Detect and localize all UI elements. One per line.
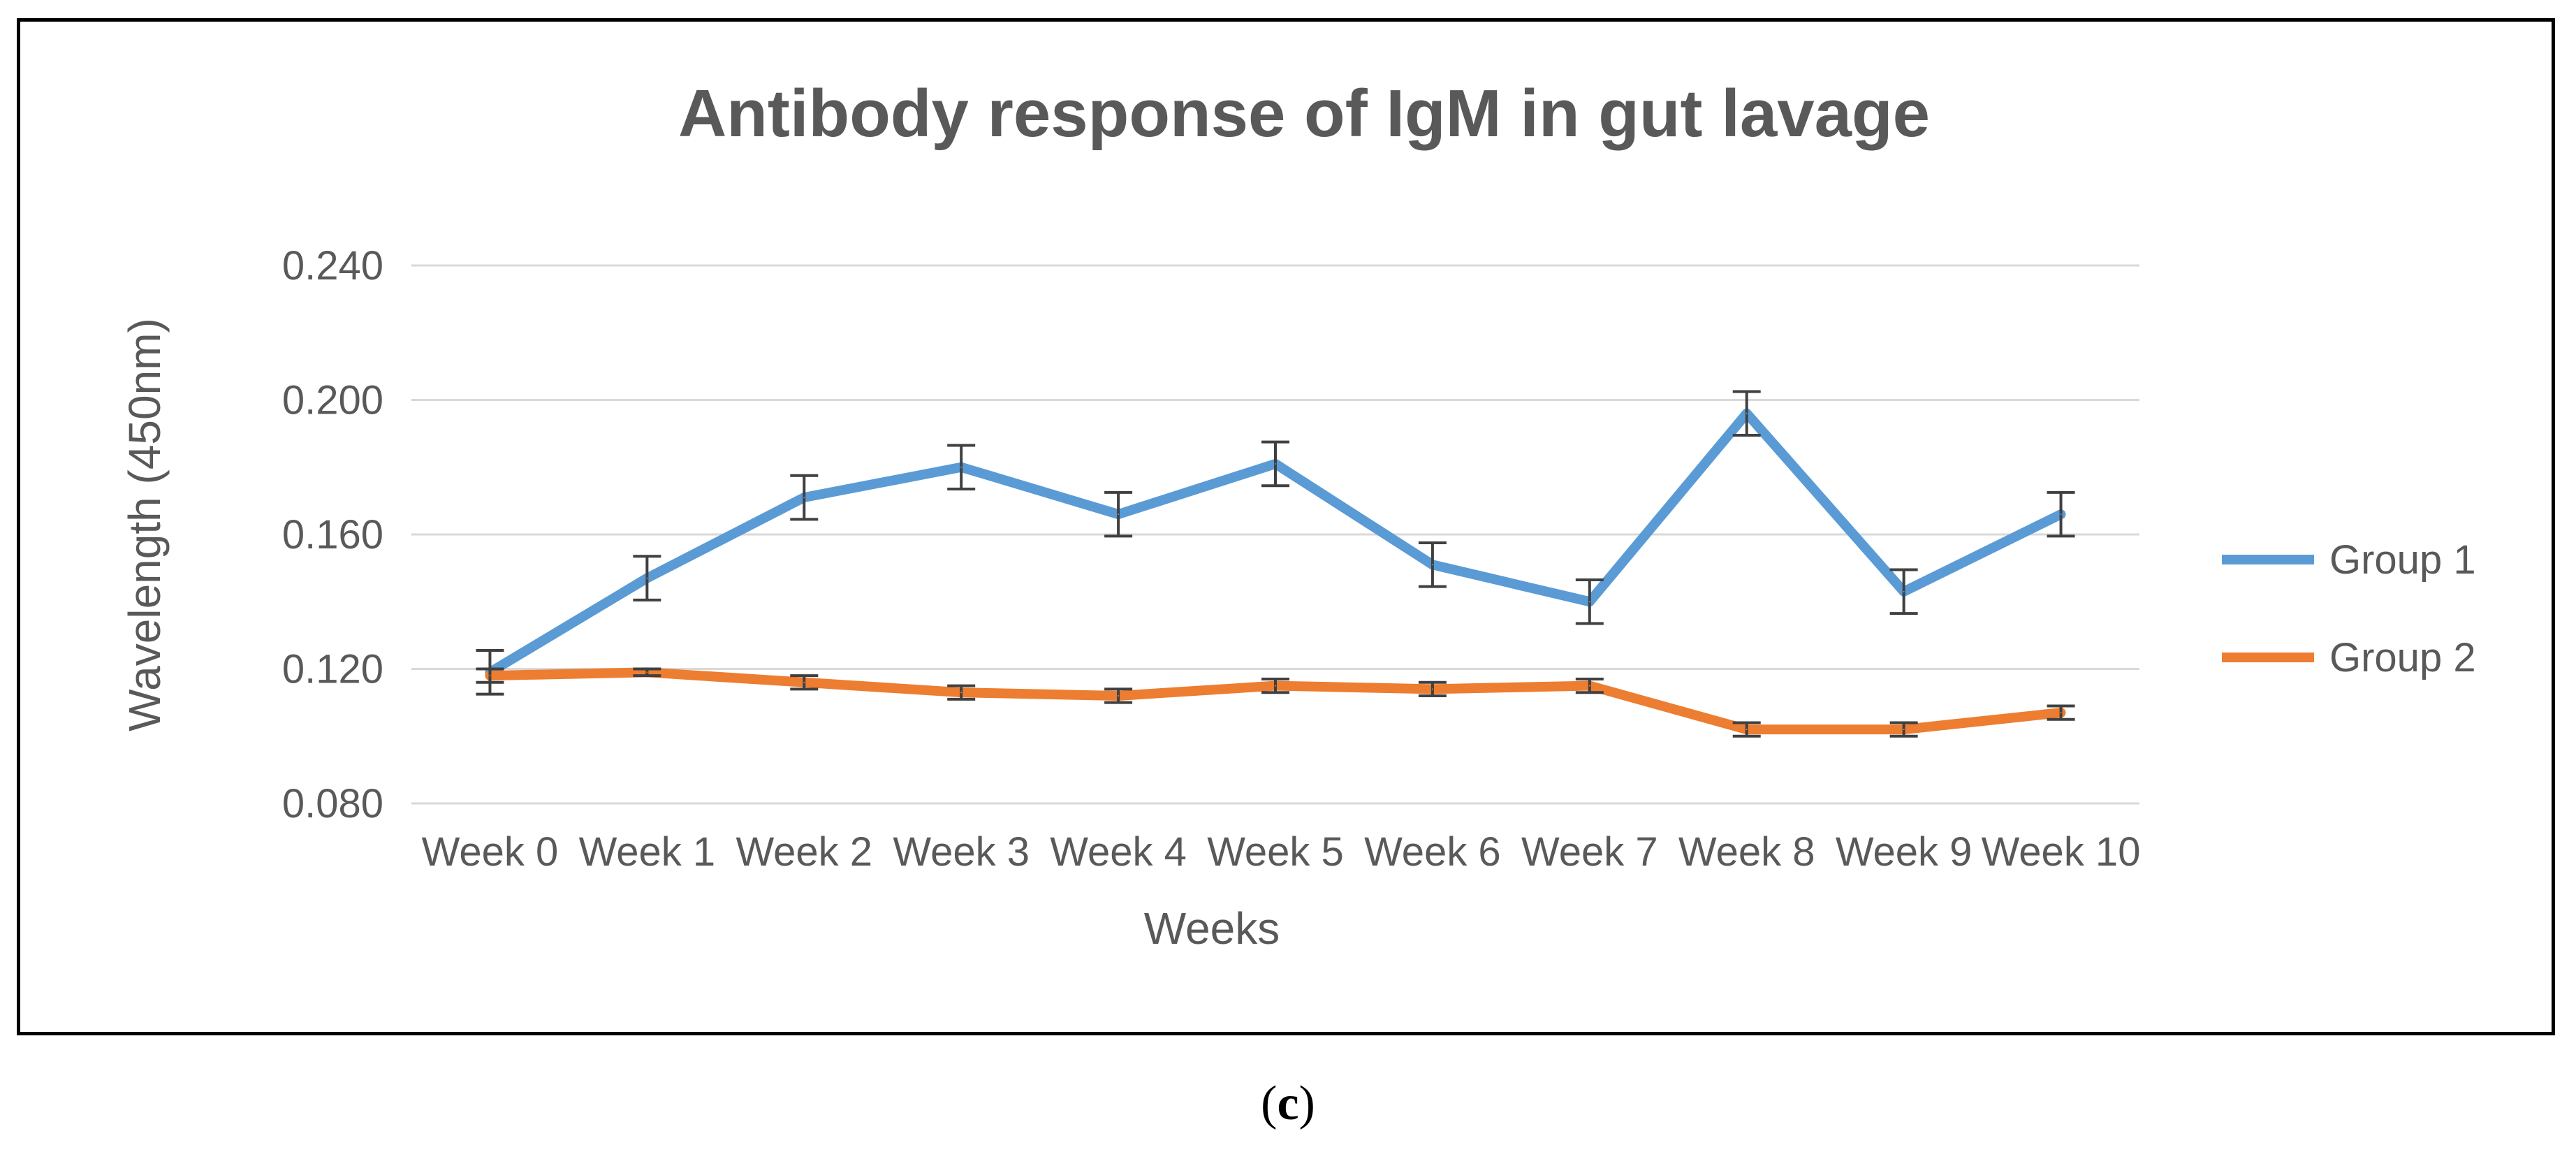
caption-close: ) [1298,1077,1315,1130]
data-point [1746,729,1748,731]
x-tick-label: Week 8 [1678,829,1815,875]
data-point [2060,712,2062,714]
data-point [646,577,648,579]
data-point [960,466,963,468]
legend-label: Group 1 [2329,537,2476,583]
legend: Group 1 Group 2 [2222,537,2476,680]
data-point [489,675,491,677]
data-point [1275,462,1276,465]
grid-layer [411,264,2139,805]
x-tick-label: Week 10 [1982,829,2141,875]
data-point [1118,513,1120,516]
series-layer [476,390,2075,738]
y-tick-label: 0.080 [282,781,383,826]
x-tick-labels: Week 0 Week 1 Week 2 Week 3 Week 4 Week 5 Week… [422,829,2141,875]
x-tick-label: Week 9 [1836,829,1973,875]
legend-item: Group 1 [2222,537,2476,583]
data-point [1588,685,1590,687]
x-tick-label: Week 7 [1521,829,1658,875]
data-point [1903,590,1905,592]
x-tick-label: Week 1 [579,829,716,875]
data-point [803,497,805,499]
data-point [1588,601,1590,603]
data-point [1275,685,1276,687]
data-point [646,671,648,673]
y-tick-label: 0.120 [282,647,383,692]
caption-open: ( [1261,1077,1278,1130]
chart-svg: Antibody response of IgM in gut lavage 0… [119,76,2476,954]
data-point [1431,564,1433,566]
data-point [1431,688,1433,690]
chart-title: Antibody response of IgM in gut lavage [678,76,1930,151]
figure-caption: (c) [0,1076,2576,1132]
y-tick-label: 0.160 [282,512,383,557]
legend-label: Group 2 [2329,635,2476,680]
caption-letter: c [1277,1077,1299,1130]
x-tick-label: Week 2 [736,829,872,875]
legend-item: Group 2 [2222,635,2476,680]
y-tick-labels: 0.080 0.120 0.160 0.200 0.240 [282,243,383,826]
x-tick-label: Week 5 [1207,829,1344,875]
x-tick-label: Week 6 [1364,829,1501,875]
series-1 [476,390,2075,696]
y-axis-label: Wavelength (450nm) [119,318,170,731]
chart-frame: Antibody response of IgM in gut lavage 0… [17,18,2555,1035]
x-tick-label: Week 4 [1050,829,1187,875]
data-point [1746,412,1748,414]
y-tick-label: 0.240 [282,243,383,289]
x-tick-label: Week 3 [893,829,1030,875]
data-point [803,681,805,683]
data-point [1903,729,1905,731]
x-axis-label: Weeks [1144,903,1280,954]
y-tick-label: 0.200 [282,378,383,423]
data-point [960,692,963,694]
data-point [2060,513,2062,516]
x-tick-label: Week 0 [422,829,559,875]
series-2 [476,667,2075,738]
data-point [1118,695,1120,697]
